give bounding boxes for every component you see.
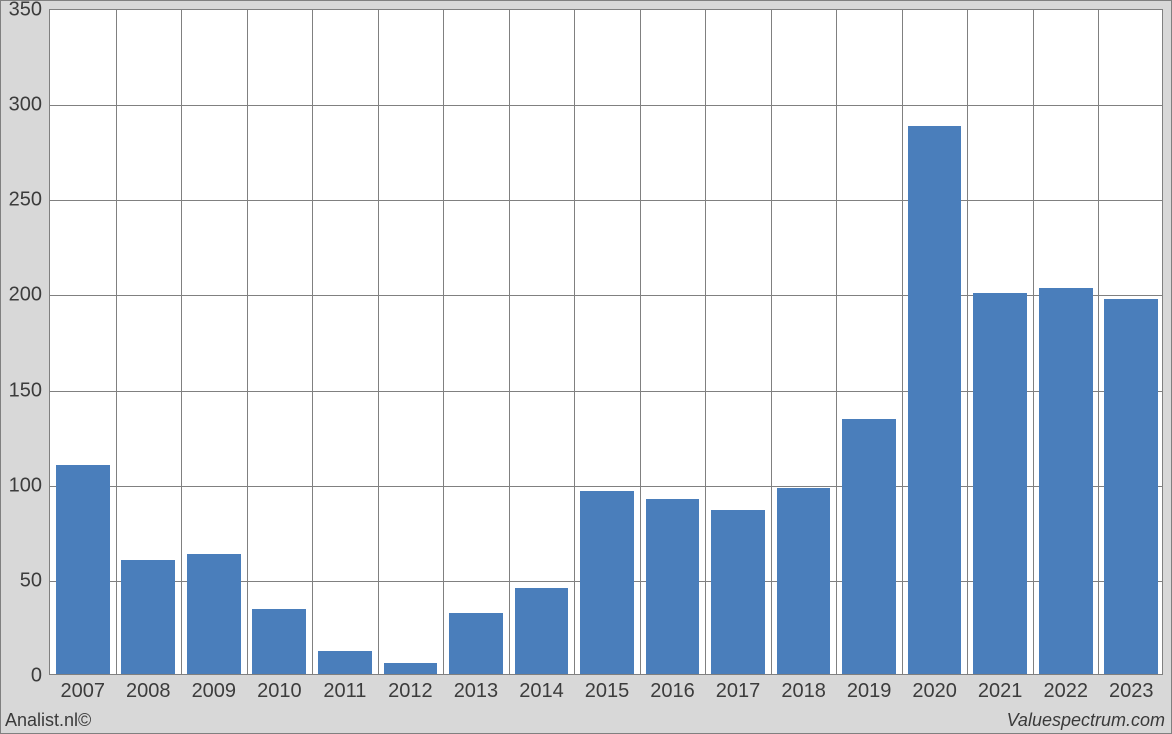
x-tick-label: 2010 (257, 674, 302, 703)
gridline-vertical (574, 10, 575, 674)
x-tick-label: 2011 (323, 674, 366, 703)
x-tick-label: 2020 (912, 674, 957, 703)
plot-inner: 0501001502002503003502007200820092010201… (50, 10, 1162, 674)
x-tick-label: 2021 (978, 674, 1023, 703)
gridline-vertical (1098, 10, 1099, 674)
y-tick-label: 100 (9, 474, 50, 497)
y-tick-label: 200 (9, 284, 50, 307)
y-tick-label: 150 (9, 379, 50, 402)
y-tick-label: 0 (31, 665, 50, 688)
gridline-horizontal (50, 200, 1162, 201)
plot-area: 0501001502002503003502007200820092010201… (49, 9, 1163, 675)
bar (580, 491, 634, 674)
bar (1104, 299, 1158, 674)
gridline-vertical (181, 10, 182, 674)
x-tick-label: 2022 (1043, 674, 1088, 703)
x-tick-label: 2015 (585, 674, 630, 703)
x-tick-label: 2009 (192, 674, 237, 703)
x-tick-label: 2007 (61, 674, 106, 703)
x-tick-label: 2014 (519, 674, 564, 703)
gridline-vertical (967, 10, 968, 674)
x-tick-label: 2019 (847, 674, 892, 703)
bar (515, 588, 569, 674)
gridline-vertical (640, 10, 641, 674)
x-tick-label: 2018 (781, 674, 826, 703)
footer-left-credit: Analist.nl© (5, 710, 91, 731)
x-tick-label: 2013 (454, 674, 499, 703)
chart-frame: 0 50 100 150 200 250 300 350 2007 2008 2009 2010 201… (0, 0, 1172, 734)
y-tick-label: 300 (9, 94, 50, 117)
gridline-vertical (378, 10, 379, 674)
x-tick-label: 2023 (1109, 674, 1154, 703)
bar (777, 488, 831, 674)
gridline-horizontal (50, 105, 1162, 106)
bar (842, 419, 896, 674)
bar (384, 663, 438, 674)
y-tick-label: 50 (20, 569, 50, 592)
gridline-vertical (116, 10, 117, 674)
gridline-vertical (836, 10, 837, 674)
gridline-vertical (247, 10, 248, 674)
bar (252, 609, 306, 674)
bar (973, 293, 1027, 674)
y-tick-label: 350 (9, 0, 50, 22)
x-tick-label: 2017 (716, 674, 761, 703)
gridline-vertical (443, 10, 444, 674)
gridline-vertical (902, 10, 903, 674)
x-tick-label: 2008 (126, 674, 171, 703)
bar (187, 554, 241, 674)
gridline-vertical (705, 10, 706, 674)
bar (646, 499, 700, 674)
bar (318, 651, 372, 674)
gridline-vertical (771, 10, 772, 674)
bar (449, 613, 503, 674)
footer-right-credit: Valuespectrum.com (1007, 710, 1165, 731)
bar (56, 465, 110, 674)
bar (908, 126, 962, 674)
x-tick-label: 2016 (650, 674, 695, 703)
bar (121, 560, 175, 674)
y-tick-label: 250 (9, 189, 50, 212)
gridline-vertical (1033, 10, 1034, 674)
gridline-vertical (509, 10, 510, 674)
bar (711, 510, 765, 674)
x-tick-label: 2012 (388, 674, 433, 703)
bar (1039, 288, 1093, 674)
gridline-vertical (312, 10, 313, 674)
